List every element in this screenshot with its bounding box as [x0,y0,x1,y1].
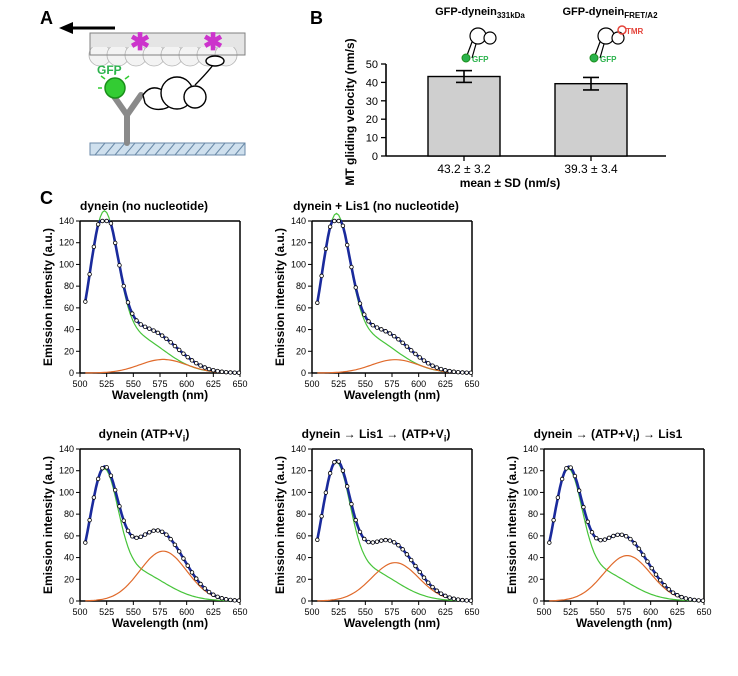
svg-text:60: 60 [296,531,306,541]
panel-c-spectra: dynein (no nucleotide) 0 20 40 60 80 100 120 140… [40,195,720,651]
svg-text:120: 120 [59,238,74,248]
svg-text:10: 10 [366,133,378,145]
svg-text:80: 80 [528,509,538,519]
spectrum-chart: dynein + Lis1 (no nucleotide) 0 20 40 60 80 10… [272,195,480,417]
svg-text:60: 60 [296,303,306,313]
svg-text:650: 650 [696,607,711,617]
svg-text:140: 140 [523,444,538,454]
svg-text:60: 60 [64,303,74,313]
svg-text:Emission intensity (a.u.): Emission intensity (a.u.) [505,456,519,594]
svg-text:100: 100 [291,259,306,269]
svg-text:500: 500 [72,379,87,389]
svg-text:Wavelength (nm): Wavelength (nm) [112,616,208,630]
svg-text:650: 650 [232,379,247,389]
svg-text:60: 60 [528,531,538,541]
bar-chart-svg: 0 10 20 30 40 50 43.2 ± 3.2 39.3 ± 3.4 [348,58,708,188]
spectrum-title: dynein (ATP+Vi) [40,427,248,443]
svg-text:120: 120 [523,466,538,476]
svg-text:GFP: GFP [97,63,122,77]
spectrum-chart: dynein (no nucleotide) 0 20 40 60 80 100 120 140… [40,195,248,417]
spectrum-title: dynein (no nucleotide) [40,199,248,213]
svg-text:100: 100 [59,487,74,497]
svg-text:Wavelength (nm): Wavelength (nm) [576,616,672,630]
svg-text:140: 140 [59,444,74,454]
svg-text:140: 140 [291,444,306,454]
svg-text:50: 50 [366,59,378,71]
svg-text:80: 80 [64,509,74,519]
svg-text:Emission intensity (a.u.): Emission intensity (a.u.) [41,456,55,594]
svg-text:40: 40 [64,553,74,563]
svg-text:100: 100 [59,259,74,269]
svg-text:140: 140 [59,216,74,226]
svg-text:40: 40 [296,325,306,335]
svg-text:500: 500 [536,607,551,617]
svg-text:120: 120 [291,466,306,476]
svg-text:20: 20 [64,346,74,356]
header-2: GFP-dyneinFRET/A2 [545,6,675,20]
svg-text:120: 120 [59,466,74,476]
svg-text:650: 650 [232,607,247,617]
svg-text:0: 0 [372,151,378,163]
svg-text:✱: ✱ [203,29,223,56]
svg-text:20: 20 [528,574,538,584]
b-xaxis: mean ± SD (nm/s) [410,176,610,190]
svg-text:Wavelength (nm): Wavelength (nm) [112,388,208,402]
svg-text:40: 40 [366,77,378,89]
svg-text:20: 20 [296,574,306,584]
svg-text:500: 500 [72,607,87,617]
svg-text:0: 0 [301,368,306,378]
spectrum-title: dynein → Lis1 → (ATP+Vi) [272,427,480,443]
spectrum-chart: dynein → Lis1 → (ATP+Vi) 0 20 40 60 80 100 120 1… [272,423,480,645]
svg-text:80: 80 [296,509,306,519]
spectrum-chart: dynein (ATP+Vi)0204060801001201405005255… [40,423,248,645]
spectrum-title: dynein + Lis1 (no nucleotide) [272,199,480,213]
svg-text:Emission intensity (a.u.): Emission intensity (a.u.) [41,228,55,366]
panel-a-svg: ✱ ✱ GFP [55,15,255,170]
spectrum-title: dynein → (ATP+Vi) → Lis1 [504,427,712,443]
svg-text:500: 500 [304,379,319,389]
svg-text:140: 140 [291,216,306,226]
svg-text:0: 0 [533,596,538,606]
panel-label-a: A [40,8,53,29]
svg-text:100: 100 [291,487,306,497]
svg-text:120: 120 [291,238,306,248]
panel-a-diagram: ✱ ✱ GFP [55,15,255,165]
svg-text:0: 0 [69,596,74,606]
spectrum-chart: dynein → (ATP+Vi) → Lis1 0 20 40 60 80 100 120 1… [504,423,712,645]
svg-text:Emission intensity (a.u.): Emission intensity (a.u.) [273,228,287,366]
svg-text:20: 20 [366,114,378,126]
header-1: GFP-dynein331kDa [420,6,540,20]
panel-b-barchart: GFP-dynein331kDa GFP-dyneinFRET/A2 GFP G… [320,10,700,180]
svg-text:650: 650 [464,607,479,617]
svg-text:Emission intensity (a.u.): Emission intensity (a.u.) [273,456,287,594]
b-yaxis: MT gliding velocity (nm/s) [343,32,357,192]
svg-text:30: 30 [366,96,378,108]
svg-text:80: 80 [296,281,306,291]
svg-text:43.2 ± 3.2: 43.2 ± 3.2 [437,162,491,176]
svg-text:100: 100 [523,487,538,497]
svg-text:20: 20 [296,346,306,356]
svg-text:500: 500 [304,607,319,617]
svg-text:39.3 ± 3.4: 39.3 ± 3.4 [564,162,618,176]
svg-text:650: 650 [464,379,479,389]
svg-text:0: 0 [69,368,74,378]
svg-text:60: 60 [64,531,74,541]
svg-text:40: 40 [296,553,306,563]
svg-text:40: 40 [64,325,74,335]
svg-text:TMR: TMR [626,27,644,36]
svg-text:40: 40 [528,553,538,563]
svg-text:Wavelength (nm): Wavelength (nm) [344,388,440,402]
svg-text:✱: ✱ [130,29,150,56]
svg-text:20: 20 [64,574,74,584]
svg-text:Wavelength (nm): Wavelength (nm) [344,616,440,630]
svg-text:0: 0 [301,596,306,606]
svg-text:80: 80 [64,281,74,291]
